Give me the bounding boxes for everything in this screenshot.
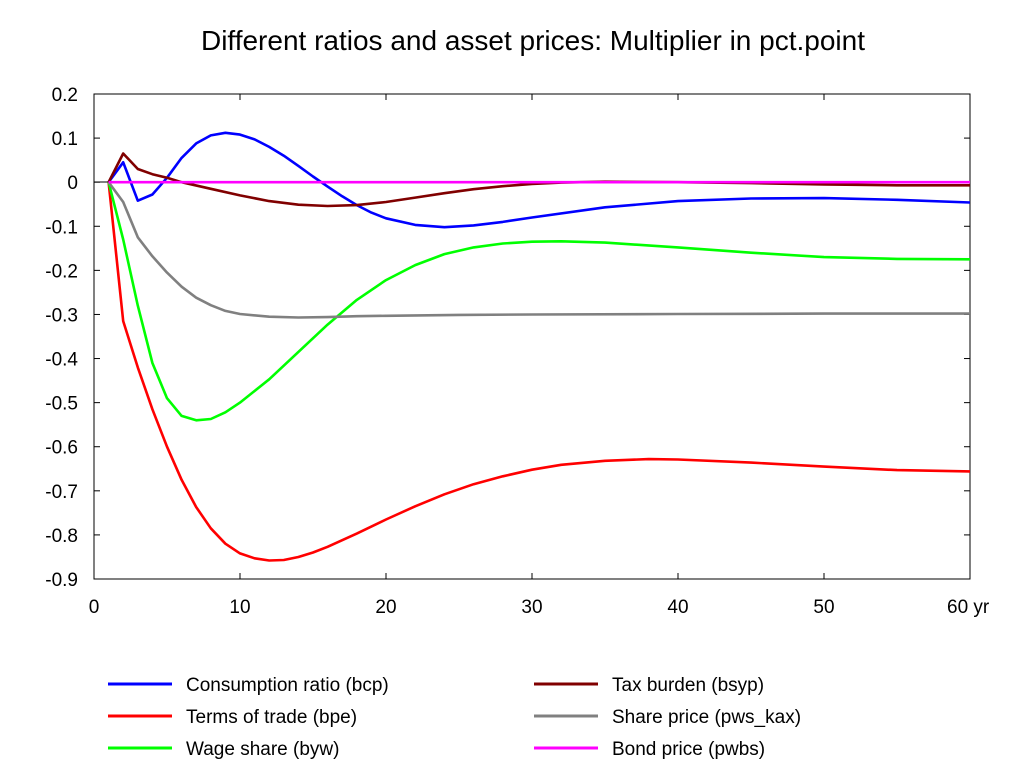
x-tick-label: 0 [89, 597, 100, 618]
chart-title: Different ratios and asset prices: Multi… [201, 25, 865, 56]
series-lines [107, 131, 971, 562]
y-tick-label: 0.1 [52, 129, 78, 150]
y-tick-label: -0.3 [45, 305, 78, 326]
y-tick-label: -0.6 [45, 438, 78, 459]
legend-label: Bond price (pwbs) [612, 739, 765, 760]
y-tick-label: -0.1 [45, 217, 78, 238]
legend-label: Consumption ratio (bcp) [186, 675, 389, 696]
y-tick-label: 0.2 [52, 85, 78, 106]
legend-label: Share price (pws_kax) [612, 707, 801, 728]
x-tick-label: 50 [813, 597, 834, 618]
legend-label: Wage share (byw) [186, 739, 339, 760]
series-line-0 [107, 131, 971, 229]
plot-frame [93, 93, 971, 580]
y-tick-label: -0.5 [45, 394, 78, 415]
y-tick-label: -0.4 [45, 350, 78, 371]
legend-label: Tax burden (bsyp) [612, 675, 764, 696]
x-tick-label: 60 yr [947, 597, 990, 618]
legend: Consumption ratio (bcp) Terms of trade (b… [108, 675, 801, 760]
y-tick-label: -0.8 [45, 526, 78, 547]
y-tick-label: -0.9 [45, 570, 78, 591]
x-tick-label: 20 [375, 597, 396, 618]
x-tick-label: 10 [229, 597, 250, 618]
y-tick-label: -0.2 [45, 261, 78, 282]
x-tick-label: 40 [667, 597, 688, 618]
x-tick-label: 30 [521, 597, 542, 618]
series-line-4 [107, 181, 970, 319]
y-tick-label: 0 [67, 173, 78, 194]
x-axis: 0 10 20 30 40 50 60 yr [89, 94, 990, 618]
series-line-2 [107, 181, 971, 422]
legend-label: Terms of trade (bpe) [186, 707, 357, 728]
y-tick-label: -0.7 [45, 482, 78, 503]
y-axis: 0.2 0.1 0 -0.1 -0.2 -0.3 -0.4 -0.5 -0.6 -0.7 -0.8 -… [45, 85, 970, 591]
series-line-1 [107, 182, 971, 562]
